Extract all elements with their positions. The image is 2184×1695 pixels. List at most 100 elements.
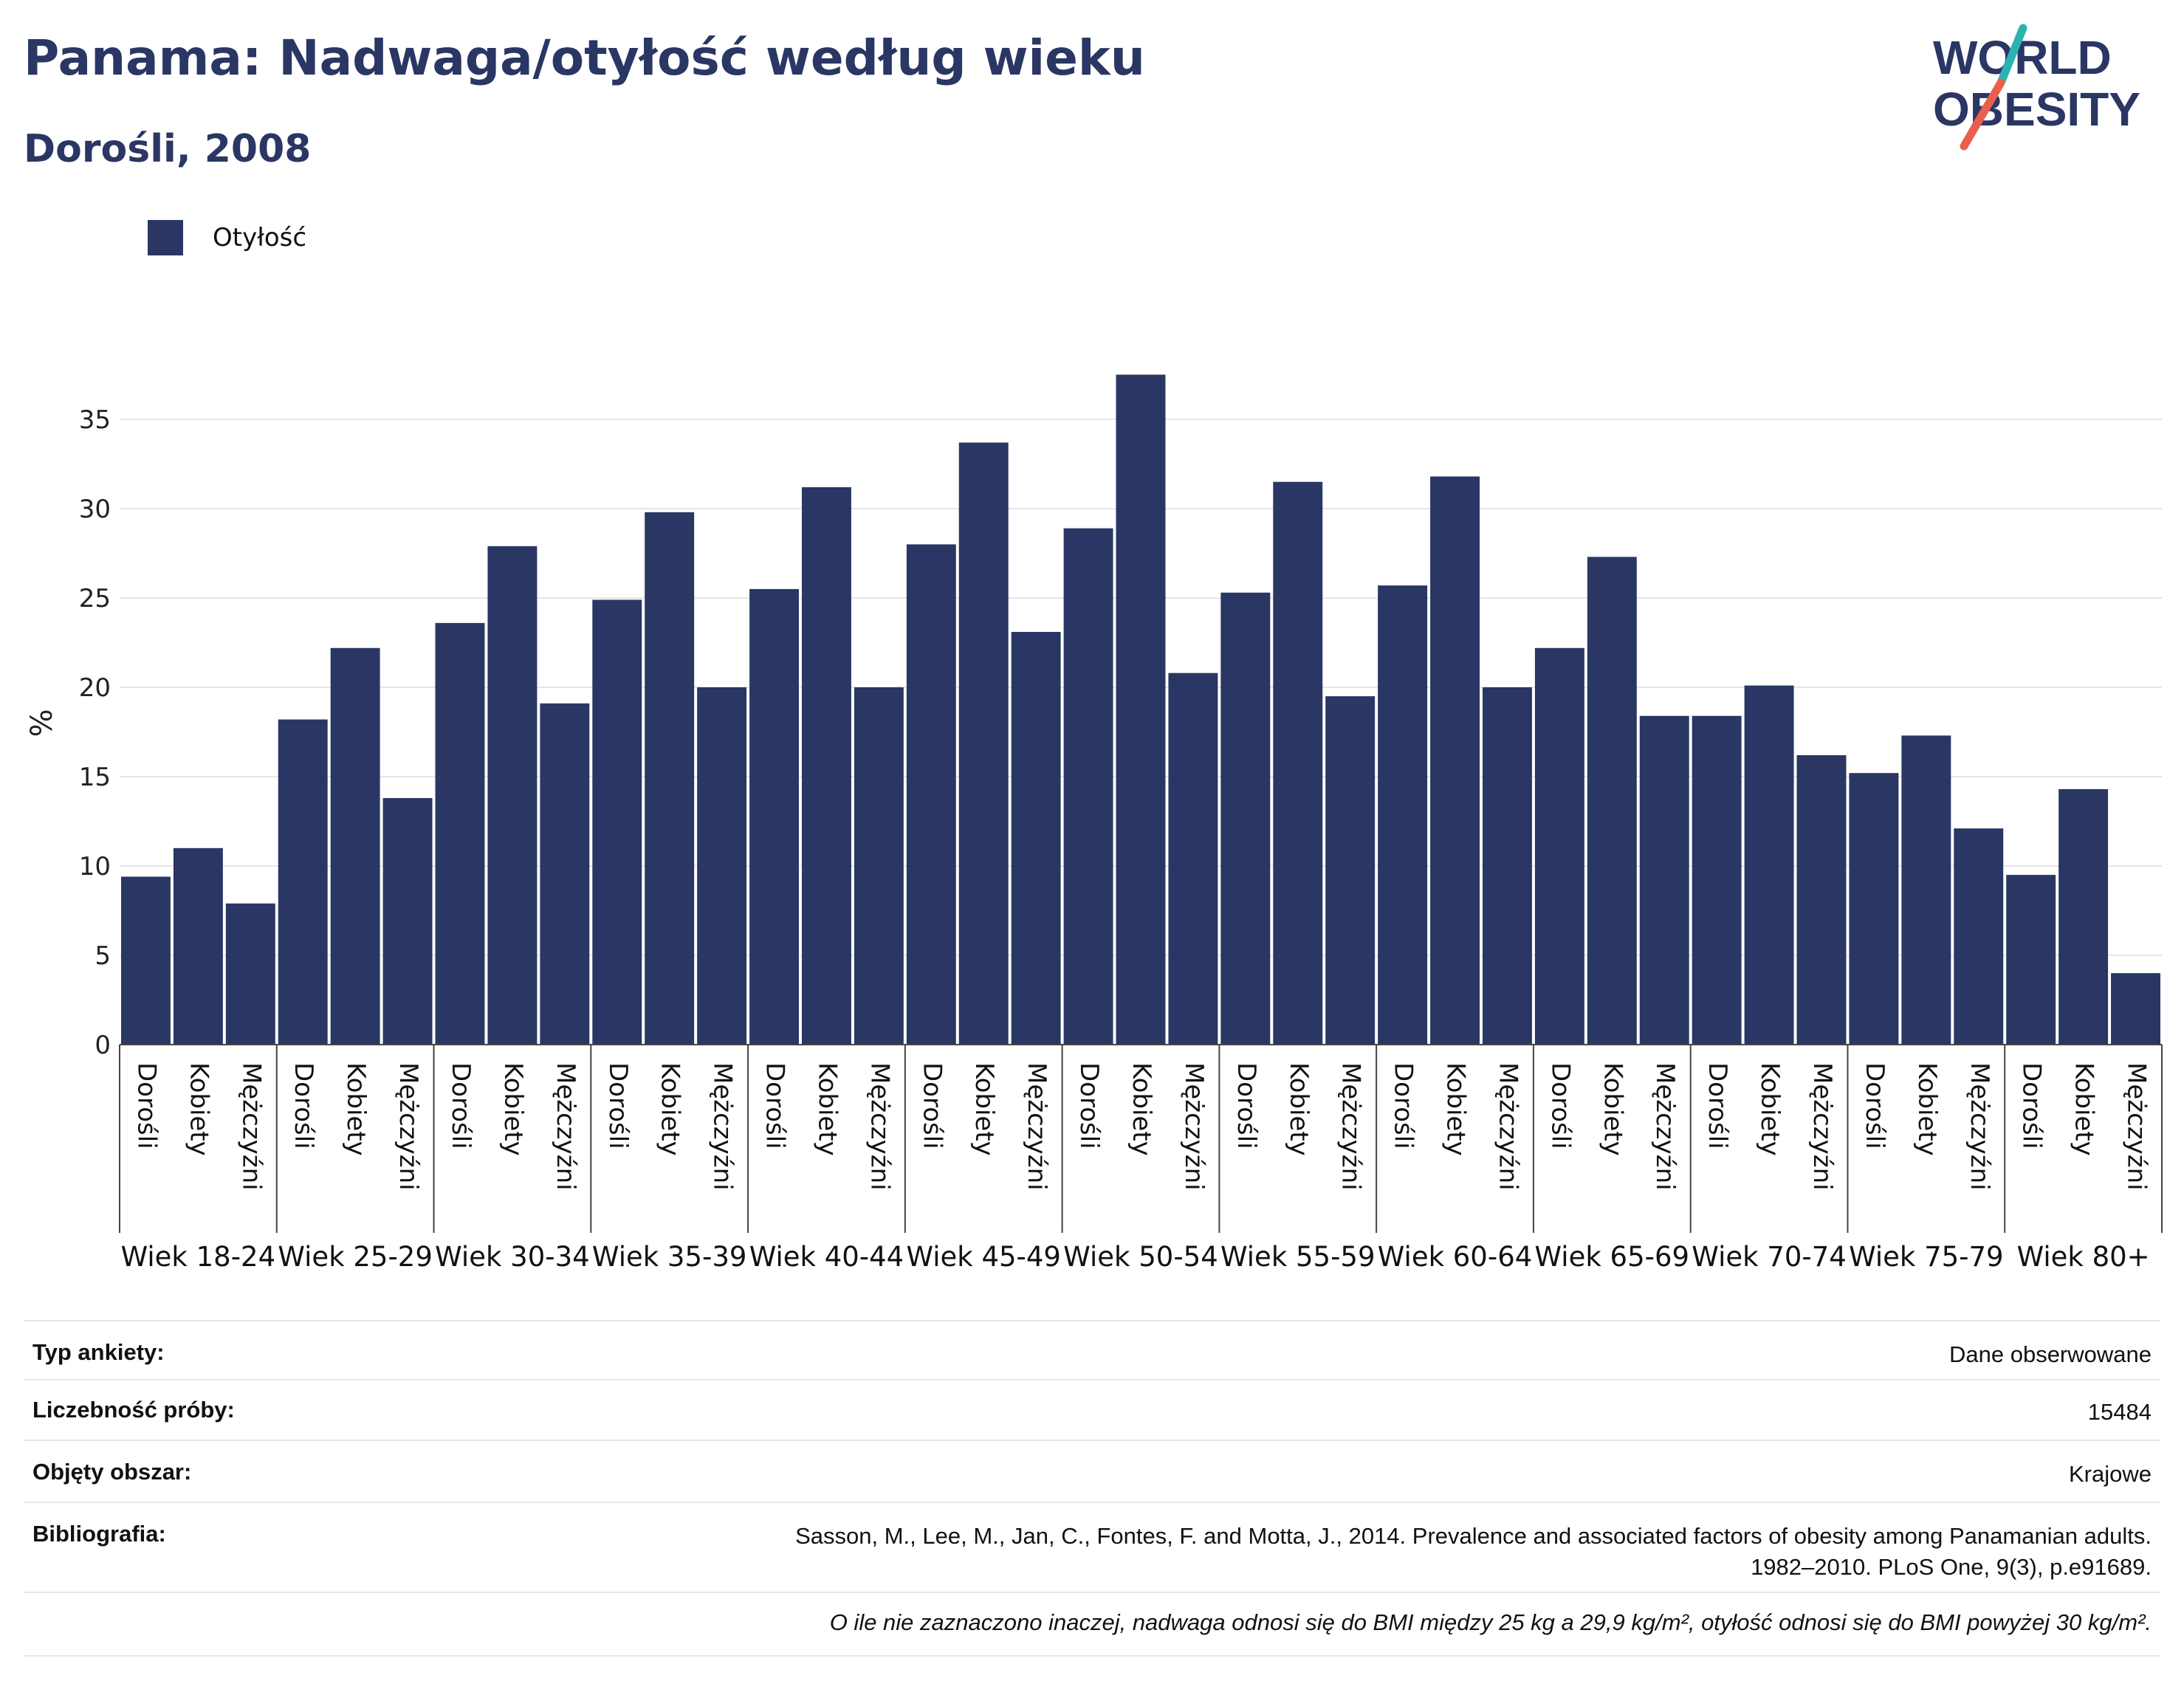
bibliography-value: Sasson, M., Lee, M., Jan, C., Fontes, F.…: [393, 1502, 2160, 1593]
bar: [1011, 631, 1061, 1045]
bar: [697, 687, 747, 1045]
bar: [1587, 557, 1637, 1045]
x-group-label: Wiek 65-69: [1535, 1241, 1690, 1270]
bar: [2058, 788, 2109, 1045]
bar: [2111, 973, 2160, 1045]
x-group-label: Wiek 25-29: [278, 1241, 433, 1270]
x-subcategory-label: Dorośli: [2017, 1062, 2047, 1149]
x-group-label: Wiek 40-44: [749, 1241, 904, 1270]
x-subcategory-label: Dorośli: [917, 1062, 947, 1149]
x-subcategory-label: Mężczyźni: [1807, 1062, 1837, 1191]
bar: [1744, 685, 1794, 1045]
bar: [435, 622, 485, 1045]
bibliography-line-1: Sasson, M., Lee, M., Jan, C., Fontes, F.…: [795, 1523, 2152, 1549]
x-subcategory-label: Dorośli: [603, 1062, 633, 1149]
logo-slash-red: [1960, 78, 2005, 151]
x-subcategory-label: Kobiety: [2070, 1062, 2099, 1156]
x-subcategory-label: Dorośli: [131, 1062, 161, 1149]
bar: [958, 442, 1009, 1045]
x-subcategory-label: Kobiety: [1598, 1062, 1627, 1156]
x-group-label: Wiek 60-64: [1378, 1241, 1533, 1270]
x-subcategory-label: Mężczyźni: [1493, 1062, 1522, 1191]
x-group-label: Wiek 55-59: [1220, 1241, 1376, 1270]
x-group-label: Wiek 18-24: [121, 1241, 276, 1270]
bar: [854, 687, 904, 1045]
bar: [1692, 715, 1742, 1045]
x-subcategory-label: Kobiety: [1127, 1062, 1156, 1156]
y-tick-label: 15: [79, 763, 111, 792]
x-group-label: Wiek 50-54: [1063, 1241, 1218, 1270]
chart-subtitle: Dorośli, 2008: [24, 127, 312, 171]
x-subcategory-label: Mężczyźni: [1336, 1062, 1366, 1191]
bar: [225, 903, 275, 1045]
bar: [1954, 828, 2004, 1045]
info-row-sample-size: Liczebność próby: 15484: [24, 1379, 2160, 1441]
bar: [1325, 696, 1376, 1045]
x-subcategory-label: Kobiety: [812, 1062, 842, 1156]
x-group-label: Wiek 75-79: [1849, 1241, 2004, 1270]
y-tick-label: 10: [79, 852, 111, 881]
x-subcategory-label: Dorośli: [760, 1062, 790, 1149]
x-subcategory-label: Kobiety: [656, 1062, 685, 1156]
bar: [1116, 374, 1166, 1045]
x-subcategory-label: Mężczyźni: [1179, 1062, 1209, 1191]
bar: [121, 876, 171, 1045]
x-subcategory-label: Mężczyźni: [1022, 1062, 1051, 1191]
info-row-survey-type: Typ ankiety: Dane obserwowane: [24, 1320, 2160, 1381]
x-group-label: Wiek 30-34: [435, 1241, 590, 1270]
x-subcategory-label: Dorośli: [289, 1062, 318, 1149]
info-row-bibliography: Bibliografia: Sasson, M., Lee, M., Jan, …: [24, 1502, 2160, 1593]
bar: [802, 487, 851, 1045]
bar-chart: 0 5 10 15 20 25 30 35% Dorośli Kobiety Mężczyźni Wi…: [25, 374, 2163, 1270]
x-subcategory-label: Dorośli: [1074, 1062, 1104, 1149]
y-axis-label: %: [25, 709, 59, 737]
y-tick-label: 35: [79, 405, 111, 435]
logo-text-obesity: OBESITY: [1933, 83, 2140, 136]
bibliography-line-2: 1982–2010. PLoS One, 9(3), p.e91689.: [1751, 1554, 2152, 1580]
x-subcategory-label: Kobiety: [498, 1062, 528, 1156]
x-subcategory-label: Kobiety: [184, 1062, 213, 1156]
x-group-label: Wiek 35-39: [592, 1241, 747, 1270]
x-subcategory-label: Kobiety: [1284, 1062, 1314, 1156]
y-tick-label: 25: [79, 584, 111, 613]
y-tick-label: 20: [79, 673, 111, 703]
bar: [330, 647, 380, 1045]
bar: [173, 848, 223, 1045]
bar: [1534, 647, 1584, 1045]
x-subcategory-label: Dorośli: [1860, 1062, 1889, 1149]
info-row-note: O ile nie zaznaczono inaczej, nadwaga od…: [24, 1592, 2160, 1657]
x-group-label: Wiek 45-49: [906, 1241, 1061, 1270]
chart-title: Panama: Nadwaga/otyłość według wieku: [24, 30, 1145, 86]
bar: [278, 719, 328, 1045]
x-subcategory-label: Dorośli: [1232, 1062, 1261, 1149]
x-subcategory-label: Kobiety: [1912, 1062, 1942, 1156]
bar: [1430, 476, 1480, 1045]
bar: [1901, 735, 1951, 1045]
x-subcategory-label: Dorośli: [446, 1062, 475, 1149]
bar: [382, 798, 433, 1045]
info-table: Typ ankiety: Dane obserwowane Liczebność…: [24, 1320, 2160, 1657]
bar: [1063, 528, 1113, 1045]
bar: [1849, 773, 1899, 1045]
logo-slash-teal: [1996, 24, 2027, 87]
survey-type-value: Dane obserwowane: [393, 1320, 2160, 1381]
bar: [1273, 481, 1323, 1045]
x-subcategory-label: Mężczyźni: [1650, 1062, 1680, 1191]
legend-swatch: [148, 220, 183, 255]
bar: [1168, 673, 1218, 1045]
bar: [2006, 875, 2056, 1045]
bar: [906, 544, 956, 1045]
x-subcategory-label: Kobiety: [969, 1062, 999, 1156]
legend[interactable]: Otyłość: [148, 219, 306, 257]
x-subcategory-label: Mężczyźni: [551, 1062, 580, 1191]
bar: [1220, 592, 1271, 1045]
sample-size-label: Liczebność próby:: [24, 1379, 393, 1441]
x-subcategory-label: Mężczyźni: [394, 1062, 423, 1191]
bar: [645, 512, 695, 1045]
bar: [487, 546, 538, 1045]
sample-size-value: 15484: [393, 1379, 2160, 1441]
x-subcategory-label: Kobiety: [1441, 1062, 1471, 1156]
bar: [540, 703, 590, 1045]
x-subcategory-label: Mężczyźni: [708, 1062, 738, 1191]
x-subcategory-label: Mężczyźni: [236, 1062, 266, 1191]
